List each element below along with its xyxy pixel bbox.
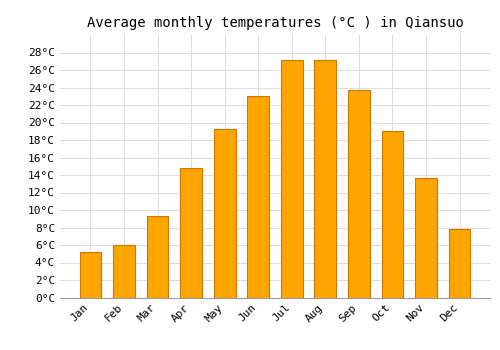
Bar <box>348 90 370 298</box>
Bar <box>214 129 236 298</box>
Bar <box>448 229 470 298</box>
Bar <box>248 96 269 298</box>
Bar <box>180 168 202 298</box>
Bar <box>146 216 169 298</box>
Bar <box>80 252 102 298</box>
Title: Average monthly temperatures (°C ) in Qiansuo: Average monthly temperatures (°C ) in Qi… <box>86 16 464 30</box>
Bar <box>314 60 336 298</box>
Bar <box>415 178 437 298</box>
Bar <box>281 60 302 298</box>
Bar <box>382 131 404 298</box>
Bar <box>113 245 135 298</box>
